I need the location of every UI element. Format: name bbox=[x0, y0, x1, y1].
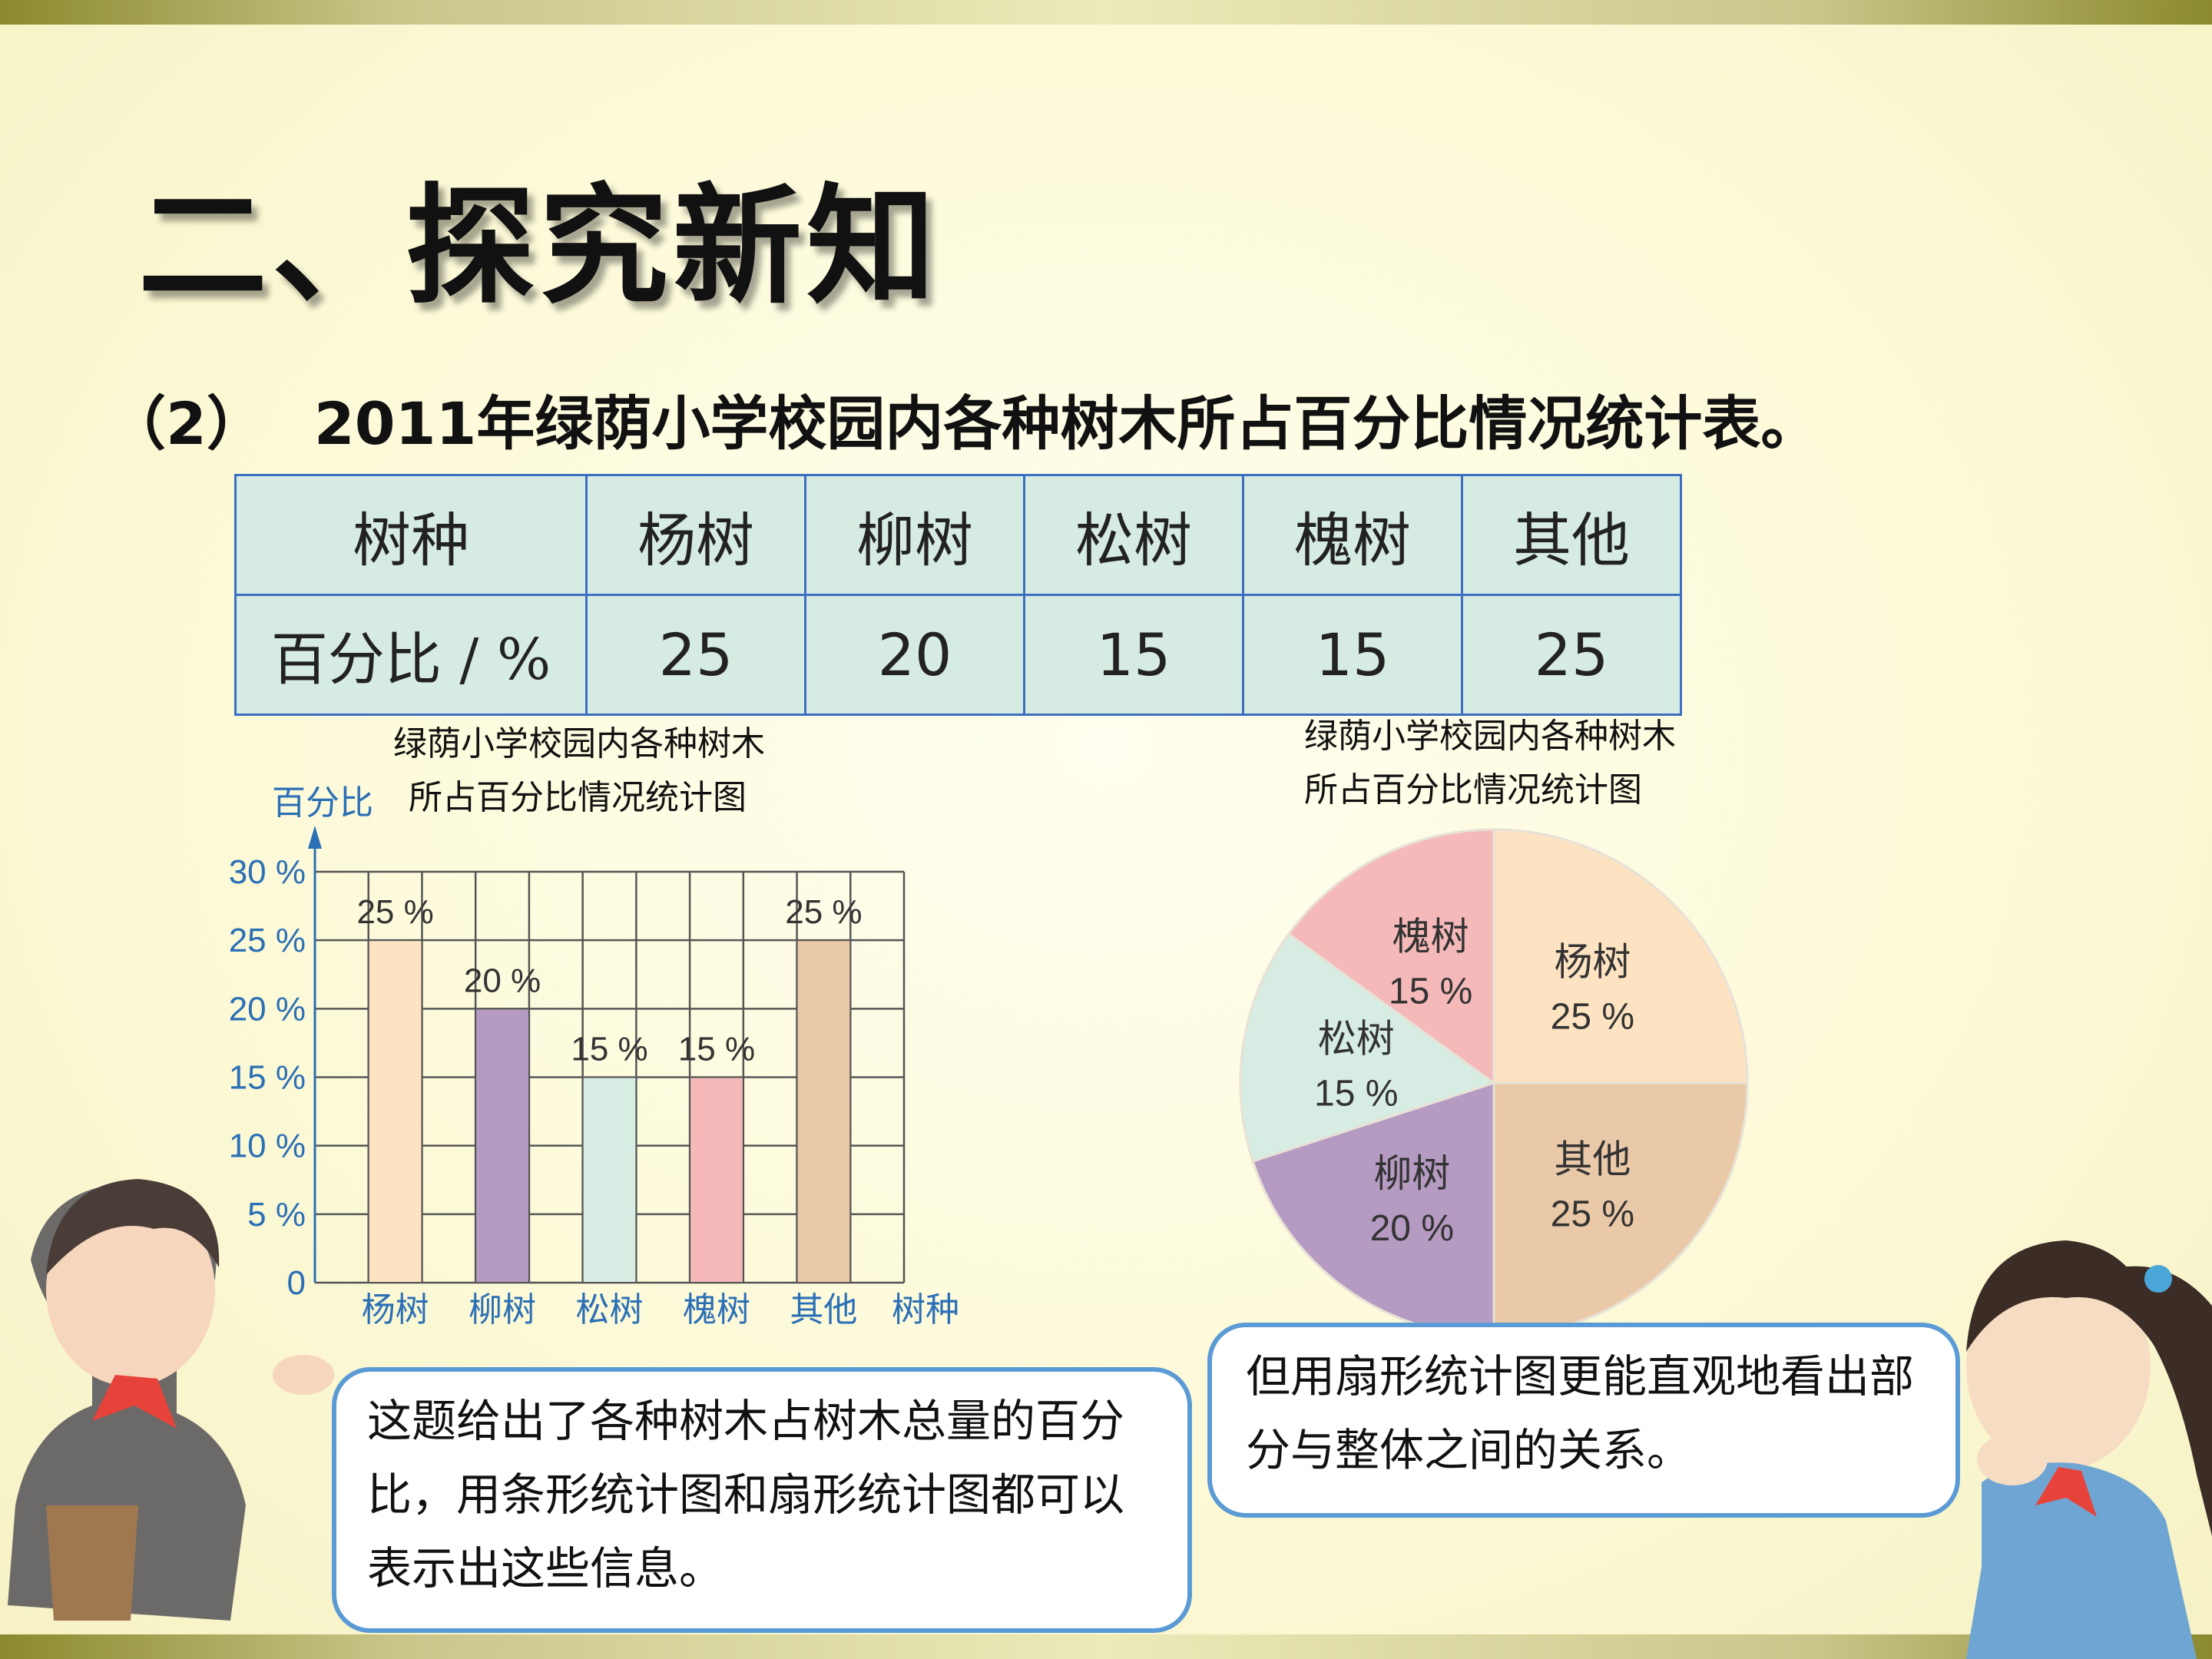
table-row-label: 百分比 / % bbox=[234, 594, 588, 716]
table-row: 百分比 / % 25 20 15 15 25 bbox=[234, 594, 1682, 716]
x-tick-label: 柳树 bbox=[469, 1291, 536, 1329]
subtitle-number: （2） bbox=[108, 389, 265, 458]
bar-value-label: 15 % bbox=[678, 1031, 755, 1068]
table-cell: 25 bbox=[1461, 594, 1682, 716]
table-cell: 15 bbox=[1242, 594, 1463, 716]
y-tick-label: 0 bbox=[287, 1264, 306, 1302]
pie-slice bbox=[1251, 1081, 1495, 1338]
y-tick-label: 20 % bbox=[229, 990, 306, 1028]
speech-bubble-right: 但用扇形统计图更能直观地看出部分与整体之间的关系。 bbox=[1207, 1323, 1960, 1518]
percentage-table: 树种 杨树 柳树 松树 槐树 其他 百分比 / % 25 20 15 15 25 bbox=[234, 474, 1682, 716]
pie-slice-value: 25 % bbox=[1551, 1194, 1634, 1234]
pie-slice-value: 15 % bbox=[1389, 971, 1472, 1012]
pie-slice-label: 槐树 bbox=[1392, 915, 1469, 958]
x-tick-label: 其他 bbox=[790, 1291, 857, 1329]
bar-value-label: 25 % bbox=[785, 893, 862, 931]
y-tick-label: 30 % bbox=[229, 853, 306, 891]
table-header-row: 树种 杨树 柳树 松树 槐树 其他 bbox=[234, 474, 1682, 596]
bar-chart-caption-line2: 所占百分比情况统计图 bbox=[409, 778, 747, 817]
pie-slice-value: 25 % bbox=[1551, 997, 1634, 1038]
pie-slice-value: 20 % bbox=[1370, 1208, 1454, 1249]
table-cell: 20 bbox=[804, 594, 1025, 716]
y-tick-label: 25 % bbox=[229, 922, 306, 959]
bar-value-label: 25 % bbox=[356, 893, 433, 931]
y-axis-label: 百分比 bbox=[272, 784, 373, 822]
pie-outline bbox=[1239, 828, 1749, 1338]
table-cell: 25 bbox=[585, 594, 806, 716]
table-header-cell: 其他 bbox=[1461, 474, 1682, 596]
bar bbox=[689, 1076, 744, 1283]
table-header-cell: 树种 bbox=[234, 474, 588, 596]
table-cell: 15 bbox=[1023, 594, 1244, 716]
y-axis-arrow-icon bbox=[308, 826, 322, 849]
pie-chart-caption-line2: 所占百分比情况统计图 bbox=[1304, 770, 1642, 810]
table-header-cell: 杨树 bbox=[585, 474, 806, 596]
bar bbox=[581, 1076, 637, 1283]
pie-slice bbox=[1239, 932, 1497, 1163]
pie-slice-value: 15 % bbox=[1314, 1074, 1398, 1114]
page-title: 二、探究新知 bbox=[138, 170, 940, 322]
bar bbox=[475, 1008, 530, 1284]
pie-slice-label: 柳树 bbox=[1373, 1152, 1450, 1195]
bar-value-label: 20 % bbox=[464, 962, 541, 999]
pie-slice bbox=[1286, 828, 1495, 1085]
table-header-cell: 槐树 bbox=[1242, 474, 1463, 596]
bar-value-label: 15 % bbox=[571, 1031, 647, 1068]
bar bbox=[367, 939, 423, 1283]
pie-slice-label: 杨树 bbox=[1554, 941, 1631, 984]
table-header-cell: 松树 bbox=[1023, 474, 1244, 596]
x-tick-label: 松树 bbox=[576, 1291, 644, 1329]
subtitle-text: 2011年绿荫小学校园内各种树木所占百分比情况统计表。 bbox=[313, 389, 1820, 458]
bar bbox=[796, 939, 852, 1283]
speech-bubble-left: 这题给出了各种树木占树木总量的百分比，用条形统计图和扇形统计图都可以表示出这些信… bbox=[332, 1367, 1192, 1633]
top-band bbox=[0, 0, 2212, 25]
y-tick-label: 10 % bbox=[229, 1128, 306, 1165]
x-axis-label: 树种 bbox=[892, 1291, 959, 1329]
pie-chart-caption-line1: 绿荫小学校园内各种树木 bbox=[1304, 717, 1676, 756]
bar-chart-caption-line1: 绿荫小学校园内各种树木 bbox=[393, 724, 765, 763]
pie-slice-label: 其他 bbox=[1554, 1137, 1631, 1181]
x-tick-label: 槐树 bbox=[683, 1291, 750, 1329]
subtitle: （2） 2011年绿荫小学校园内各种树木所占百分比情况统计表。 bbox=[108, 376, 1819, 461]
table-header-cell: 柳树 bbox=[804, 474, 1025, 596]
pie-slice-label: 松树 bbox=[1318, 1018, 1395, 1061]
y-tick-label: 5 % bbox=[247, 1196, 306, 1233]
x-tick-label: 杨树 bbox=[362, 1291, 429, 1329]
bottom-band bbox=[0, 1634, 2212, 1659]
y-tick-label: 15 % bbox=[229, 1059, 306, 1097]
pie-slice bbox=[1492, 1081, 1749, 1338]
pie-slice bbox=[1492, 828, 1749, 1084]
